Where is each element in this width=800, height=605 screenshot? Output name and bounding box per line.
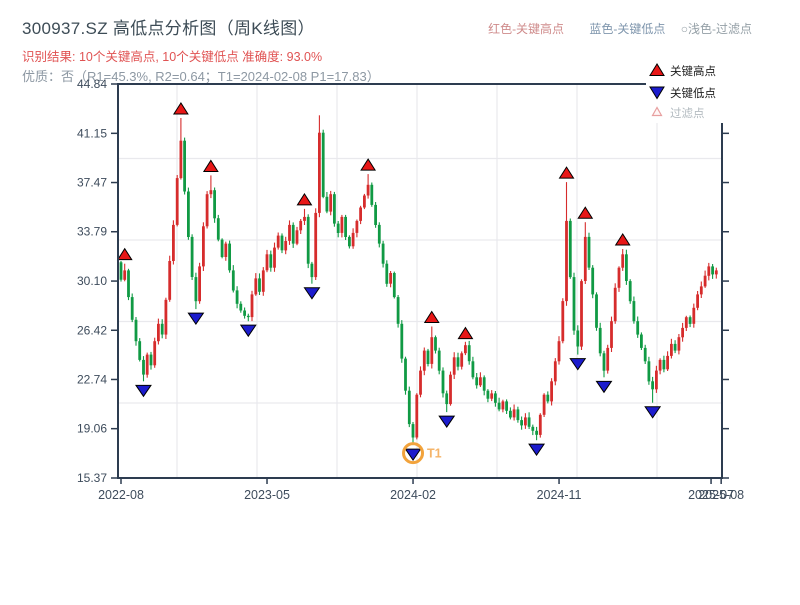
y-tick-label: 33.79 bbox=[77, 225, 107, 239]
y-tick-label: 15.37 bbox=[77, 471, 107, 485]
y-axis: 44.84 41.15 37.47 33.79 30.10 26.42 22.74 19.06… bbox=[77, 77, 729, 485]
y-tick-label: 30.10 bbox=[77, 274, 107, 288]
key-low-markers bbox=[135, 287, 662, 461]
x-tick-label: 2025-08 bbox=[698, 488, 744, 502]
legend-note: 红色-关键高点 蓝色-关键低点 ○浅色-过滤点 bbox=[488, 20, 752, 37]
legend-filter-label: 过滤点 bbox=[670, 107, 705, 120]
legend-key-high-label: 关键高点 bbox=[670, 64, 716, 78]
y-tick-label: 26.42 bbox=[77, 323, 107, 337]
y-tick-label: 41.15 bbox=[77, 126, 107, 140]
x-tick-label: 2023-05 bbox=[244, 488, 290, 502]
legend-key-low-icon bbox=[649, 86, 665, 100]
y-tick-label: 19.06 bbox=[77, 422, 107, 436]
legend-filter-icon bbox=[651, 106, 663, 117]
y-tick-label: 22.74 bbox=[77, 372, 107, 386]
legend-note-filter: ○浅色-过滤点 bbox=[680, 22, 752, 36]
legend-key-high-icon bbox=[649, 63, 665, 76]
result-line: 识别结果: 10个关键高点, 10个关键低点 准确度: 93.0% bbox=[22, 50, 323, 64]
legend-note-key-low: 蓝色-关键低点 bbox=[589, 22, 666, 36]
x-tick-label: 2022-08 bbox=[98, 488, 144, 502]
legend-note-key-high: 红色-关键高点 bbox=[488, 22, 565, 36]
axes: 44.84 41.15 37.47 33.79 30.10 26.42 22.74 19.06… bbox=[77, 77, 744, 502]
quality-line: 优质：否（R1=45.3%, R2=0.64；T1=2024-02-08 P1=… bbox=[22, 69, 380, 84]
t1-label: T1 bbox=[427, 447, 442, 461]
page-title: 300937.SZ 高低点分析图（周K线图） bbox=[22, 19, 315, 38]
x-axis: 2022-08 2023-05 2024-02 2024-11 2025-072025-… bbox=[98, 478, 744, 502]
y-tick-label: 44.84 bbox=[77, 77, 107, 91]
x-tick-label: 2024-11 bbox=[537, 488, 582, 502]
t1-annotation: T1 bbox=[402, 442, 442, 465]
x-tick-label: 2024-02 bbox=[390, 488, 436, 502]
candles bbox=[119, 115, 718, 446]
legend-key-low-label: 关键低点 bbox=[670, 86, 716, 100]
key-high-markers bbox=[116, 102, 631, 340]
y-tick-label: 37.47 bbox=[77, 176, 107, 190]
x-tick-label: 2025-07 bbox=[688, 488, 734, 502]
gridlines bbox=[118, 84, 722, 478]
